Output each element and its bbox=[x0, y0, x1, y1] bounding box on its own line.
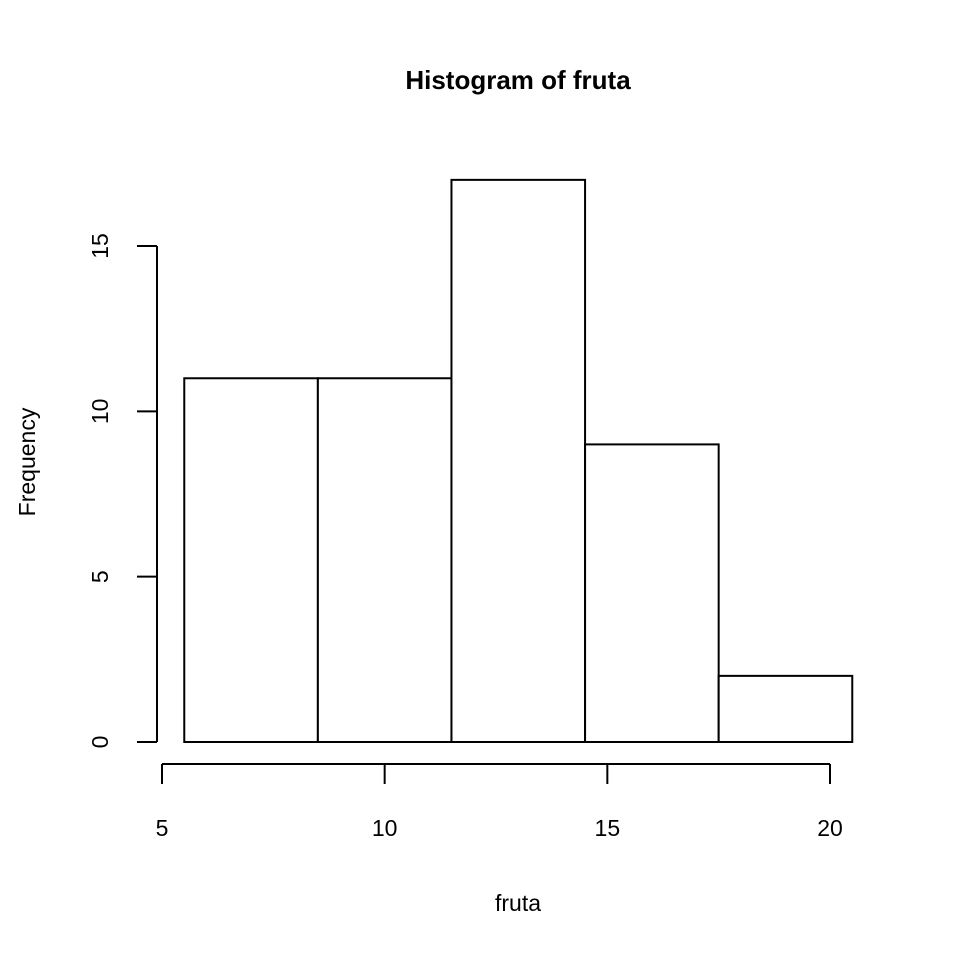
y-tick-label-0: 0 bbox=[87, 736, 113, 749]
x-tick-label-20: 20 bbox=[817, 815, 843, 841]
y-tick-label-5: 5 bbox=[87, 570, 113, 583]
x-tick-label-15: 15 bbox=[595, 815, 621, 841]
y-tick-label-15: 15 bbox=[87, 233, 113, 259]
y-tick-label-10: 10 bbox=[87, 399, 113, 425]
y-axis-label: Frequency bbox=[14, 407, 40, 516]
x-tick-label-10: 10 bbox=[372, 815, 398, 841]
histogram-bar-3 bbox=[450, 178, 587, 744]
x-axis: 5 10 15 20 bbox=[156, 763, 843, 841]
x-axis-label: fruta bbox=[495, 890, 541, 916]
histogram-bar-1 bbox=[183, 377, 319, 743]
histogram-bar-4 bbox=[584, 443, 720, 743]
bars-group bbox=[183, 178, 854, 744]
histogram-bar-5 bbox=[717, 674, 854, 743]
y-axis: 0 5 10 15 bbox=[87, 233, 158, 749]
chart-title: Histogram of fruta bbox=[405, 65, 631, 95]
histogram-bar-2 bbox=[316, 377, 453, 743]
x-tick-label-5: 5 bbox=[156, 815, 169, 841]
